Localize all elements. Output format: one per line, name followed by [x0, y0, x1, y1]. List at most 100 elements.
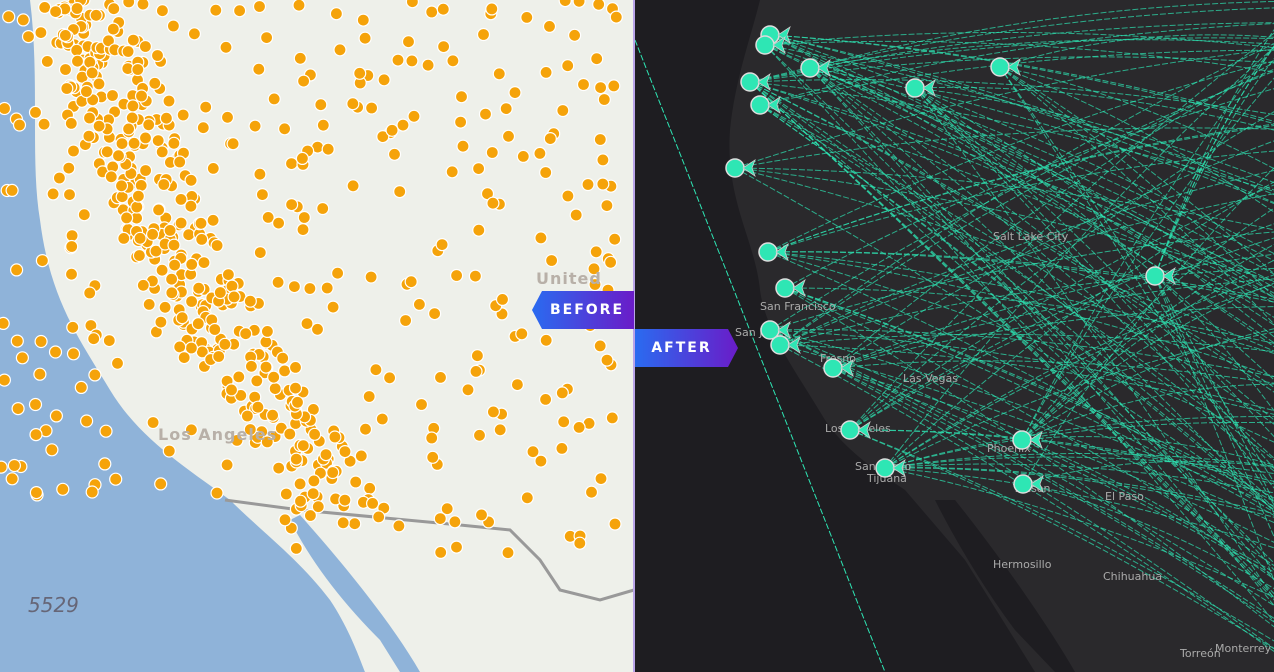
flow-line	[764, 44, 1274, 571]
data-point	[225, 279, 239, 293]
data-point	[573, 536, 587, 550]
data-point	[221, 268, 235, 282]
flow-line	[1154, 29, 1274, 277]
flow-line	[734, 167, 1274, 511]
data-point	[372, 510, 386, 524]
data-point	[393, 185, 407, 199]
data-point	[437, 39, 451, 54]
data-point	[70, 54, 85, 68]
data-point	[89, 8, 103, 22]
arrowhead-icon	[1162, 266, 1176, 286]
flow-line	[884, 456, 1274, 475]
data-point	[605, 411, 619, 425]
data-point	[593, 132, 607, 147]
data-point	[592, 0, 606, 11]
flow-line	[849, 223, 1274, 431]
data-point	[508, 85, 522, 100]
flow-line	[914, 87, 1274, 338]
data-point	[435, 238, 449, 252]
data-point	[320, 281, 334, 295]
data-point	[593, 80, 608, 95]
flow-line	[759, 104, 1274, 425]
flow-line	[849, 32, 1274, 431]
arrowhead-icon	[1007, 57, 1021, 77]
data-point	[62, 188, 77, 202]
data-point	[260, 435, 274, 449]
flow-line	[832, 367, 1274, 543]
data-point	[293, 51, 307, 65]
data-point	[283, 427, 297, 441]
data-point	[293, 477, 307, 491]
flow-line	[884, 46, 1274, 469]
data-point	[472, 428, 487, 442]
data-point	[433, 511, 447, 526]
data-point	[45, 443, 59, 457]
data-point	[115, 137, 129, 151]
flow-line	[749, 7, 1274, 83]
flow-line	[767, 251, 1274, 303]
origin-point	[875, 458, 895, 478]
data-point	[100, 145, 114, 159]
data-point	[561, 59, 575, 73]
data-point	[297, 210, 311, 225]
data-point	[82, 111, 97, 125]
data-point	[197, 256, 211, 270]
data-point	[136, 0, 150, 11]
before-map-panel[interactable]: United Los Angeles 5529	[0, 0, 634, 672]
data-point	[210, 238, 224, 253]
flow-line	[1021, 383, 1274, 441]
arrowhead-icon	[767, 95, 781, 115]
data-point	[16, 13, 30, 27]
origin-point	[905, 78, 925, 98]
data-point	[557, 415, 571, 429]
data-point	[295, 151, 309, 165]
data-point	[303, 281, 317, 296]
data-point	[326, 300, 340, 314]
comparison-divider-handle[interactable]	[633, 0, 635, 672]
data-point	[92, 119, 106, 133]
data-point	[253, 246, 267, 260]
data-point	[272, 461, 286, 475]
arrowhead-icon	[777, 320, 791, 340]
data-point	[40, 54, 54, 69]
before-tag: BEFORE	[532, 291, 634, 329]
data-point	[362, 389, 376, 404]
data-point	[48, 5, 63, 19]
data-point	[338, 493, 352, 507]
data-point	[226, 137, 240, 151]
data-point	[157, 177, 171, 192]
data-point	[569, 208, 583, 222]
flow-line	[779, 344, 1274, 415]
data-point	[155, 4, 169, 18]
arrowhead-icon	[742, 158, 756, 178]
data-point	[77, 208, 91, 222]
flow-line	[749, 81, 1274, 388]
data-point	[163, 223, 177, 237]
flow-line	[999, 66, 1274, 506]
data-point	[289, 541, 303, 556]
data-point	[597, 92, 611, 107]
data-point	[365, 101, 379, 115]
data-point	[131, 62, 145, 77]
data-point	[561, 189, 575, 203]
data-point	[152, 203, 166, 217]
data-point	[230, 433, 244, 447]
data-point	[311, 500, 325, 514]
flow-line	[1154, 58, 1274, 277]
flow-line	[779, 344, 1274, 653]
data-point	[454, 115, 468, 129]
after-map-panel[interactable]: Salt Lake City San Francisco San Jose Fresn…	[635, 0, 1274, 672]
flow-line	[779, 169, 1274, 346]
data-point	[476, 27, 491, 42]
data-point	[581, 177, 595, 192]
flow-line	[884, 283, 1274, 469]
data-point	[292, 0, 306, 12]
data-point	[533, 146, 547, 160]
data-point	[387, 147, 402, 161]
data-point	[267, 370, 281, 384]
flow-line	[809, 39, 1274, 69]
flow-line	[849, 111, 1274, 431]
data-point	[461, 383, 475, 397]
data-point	[92, 77, 106, 91]
